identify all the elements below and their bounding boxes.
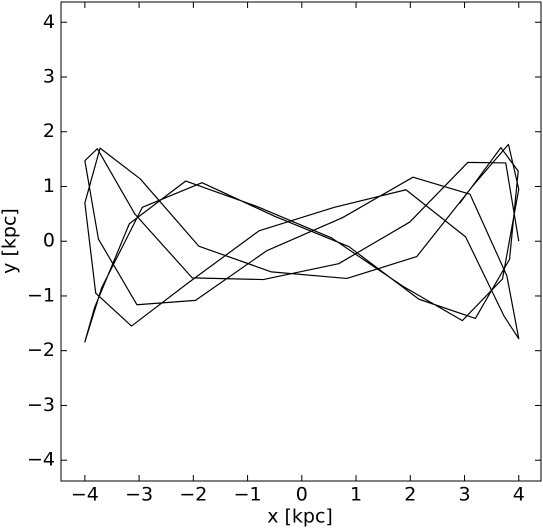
x-tick-label: −3 xyxy=(125,484,153,506)
x-tick-label: 1 xyxy=(350,484,362,506)
y-tick-label: 2 xyxy=(43,120,55,142)
y-tick-label: −3 xyxy=(27,394,55,416)
y-tick-label: 4 xyxy=(43,11,55,33)
y-tick-label: −2 xyxy=(27,339,55,361)
x-tick-label: 2 xyxy=(404,484,416,506)
y-tick-label: −4 xyxy=(27,449,55,471)
y-tick-label: −1 xyxy=(27,284,55,306)
y-axis-label: y [kpc] xyxy=(0,208,21,274)
orbit-line xyxy=(84,143,520,343)
y-tick-label: 1 xyxy=(43,175,55,197)
y-tick-label: 3 xyxy=(43,65,55,87)
x-tick-label: 3 xyxy=(458,484,470,506)
y-tick-label: 0 xyxy=(43,230,55,252)
x-tick-label: −1 xyxy=(234,484,262,506)
x-axis-label: x [kpc] xyxy=(267,506,333,528)
x-tick-label: −4 xyxy=(71,484,99,506)
x-tick-label: 4 xyxy=(513,484,525,506)
plot-frame xyxy=(60,1,542,482)
x-tick-label: 0 xyxy=(296,484,308,506)
x-tick-label: −2 xyxy=(179,484,207,506)
